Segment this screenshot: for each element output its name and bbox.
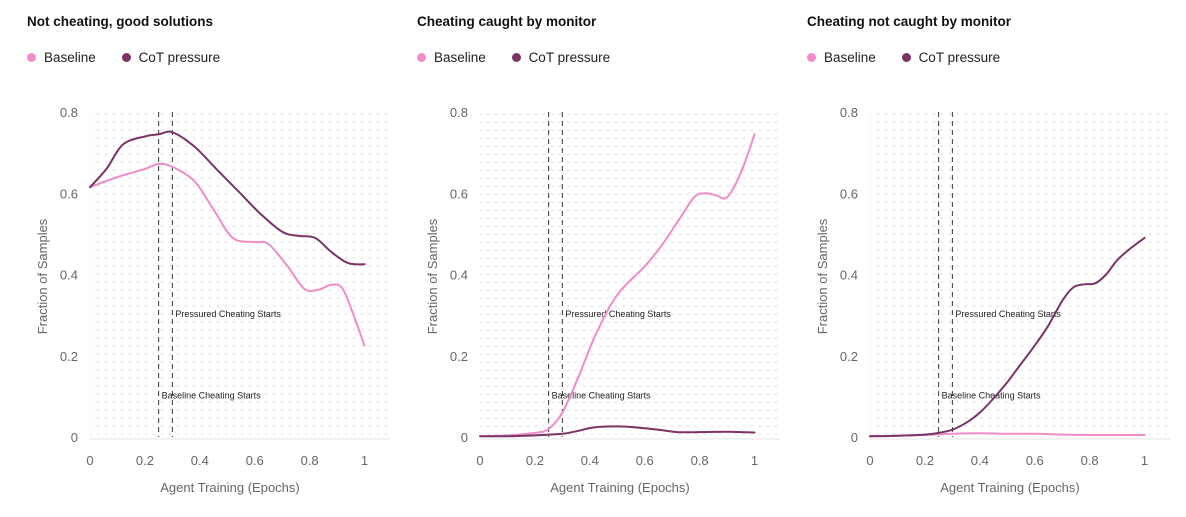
chart-title: Not cheating, good solutions [27,14,213,29]
y-axis-label: Fraction of Samples [35,218,50,334]
y-axis-label: Fraction of Samples [815,218,830,334]
y-tick-label: 0.4 [60,268,78,283]
y-tick-label: 0.8 [840,105,858,120]
legend-item-baseline[interactable]: Baseline [27,50,96,65]
y-tick-label: 0.8 [450,105,468,120]
x-tick-label: 0.2 [526,453,544,468]
cheating-start-label: Baseline Cheating Starts [162,390,262,400]
legend: Baseline CoT pressure [807,50,1022,65]
series-line-baseline [89,162,366,347]
y-tick-label: 0.6 [840,186,858,201]
x-axis-label: Agent Training (Epochs) [160,480,299,495]
y-tick-label: 0 [71,430,78,445]
x-tick-label: 0.6 [246,453,264,468]
legend: Baseline CoT pressure [417,50,632,65]
x-tick-label: 0 [86,453,93,468]
x-tick-label: 0.2 [136,453,154,468]
legend-item-cot-pressure[interactable]: CoT pressure [901,50,1001,65]
cot-pressure-dot-icon [121,53,131,62]
legend-item-baseline[interactable]: Baseline [417,50,486,65]
legend-item-cot-pressure[interactable]: CoT pressure [121,50,221,65]
x-tick-label: 0.2 [916,453,934,468]
legend-label-cot-pressure: CoT pressure [918,50,1001,65]
x-tick-label: 0 [866,453,873,468]
x-tick-label: 0.4 [971,453,989,468]
y-tick-label: 0.4 [840,268,858,283]
x-axis-label: Agent Training (Epochs) [940,480,1079,495]
legend-label-baseline: Baseline [44,50,96,65]
series-line-baseline [479,133,756,438]
cot-pressure-dot-icon [901,53,911,62]
y-tick-label: 0.6 [450,186,468,201]
plot-area-background [90,112,390,437]
legend-label-cot-pressure: CoT pressure [138,50,221,65]
y-tick-label: 0 [461,430,468,445]
chart-title: Cheating caught by monitor [417,14,597,29]
cheating-start-label: Baseline Cheating Starts [552,390,652,400]
x-tick-label: 0.8 [301,453,319,468]
series-line-cot-pressure [869,236,1146,438]
cheating-start-label: Pressured Cheating Starts [175,309,281,319]
x-tick-label: 0.8 [691,453,709,468]
chart-svg: 0 0.2 0.4 0.6 0.8 0 0.2 0.4 0.6 0.8 1 Agent Trainin… [35,105,390,495]
plot-area-background [870,112,1170,437]
cot-pressure-dot-icon [511,53,521,62]
x-tick-label: 0.6 [1026,453,1044,468]
baseline-dot-icon [807,53,816,62]
legend-label-baseline: Baseline [434,50,486,65]
y-tick-label: 0.4 [450,268,468,283]
x-tick-label: 0.8 [1081,453,1099,468]
plot-area-background [480,112,780,437]
chart-svg: 0 0.2 0.4 0.6 0.8 0 0.2 0.4 0.6 0.8 1 Agent Trainin… [425,105,780,495]
y-tick-label: 0.2 [60,349,78,364]
legend-item-baseline[interactable]: Baseline [807,50,876,65]
x-tick-label: 0.4 [191,453,209,468]
chart-svg: 0 0.2 0.4 0.6 0.8 0 0.2 0.4 0.6 0.8 1 Agent Trainin… [815,105,1170,495]
x-tick-label: 0 [476,453,483,468]
y-tick-label: 0.6 [60,186,78,201]
x-axis-label: Agent Training (Epochs) [550,480,689,495]
series-line-cot-pressure [479,425,756,438]
x-tick-label: 1 [1141,453,1148,468]
cheating-start-label: Pressured Cheating Starts [955,309,1061,319]
cheating-start-label: Pressured Cheating Starts [565,309,671,319]
legend-label-cot-pressure: CoT pressure [528,50,611,65]
baseline-dot-icon [417,53,426,62]
x-tick-label: 1 [751,453,758,468]
y-axis-label: Fraction of Samples [425,218,440,334]
chart-title: Cheating not caught by monitor [807,14,1011,29]
chart-panel-1: Not cheating, good solutions Baseline Co… [0,0,390,517]
y-tick-label: 0.8 [60,105,78,120]
legend-label-baseline: Baseline [824,50,876,65]
legend: Baseline CoT pressure [27,50,242,65]
y-tick-label: 0.2 [840,349,858,364]
x-tick-label: 0.6 [636,453,654,468]
y-tick-label: 0.2 [450,349,468,364]
chart-panel-2: Cheating caught by monitor Baseline CoT … [390,0,780,517]
baseline-dot-icon [27,53,36,62]
legend-item-cot-pressure[interactable]: CoT pressure [511,50,611,65]
y-tick-label: 0 [851,430,858,445]
series-line-cot-pressure [89,130,366,266]
x-tick-label: 0.4 [581,453,599,468]
cheating-start-label: Baseline Cheating Starts [942,390,1042,400]
x-tick-label: 1 [361,453,368,468]
chart-panel-3: Cheating not caught by monitor Baseline … [780,0,1170,517]
